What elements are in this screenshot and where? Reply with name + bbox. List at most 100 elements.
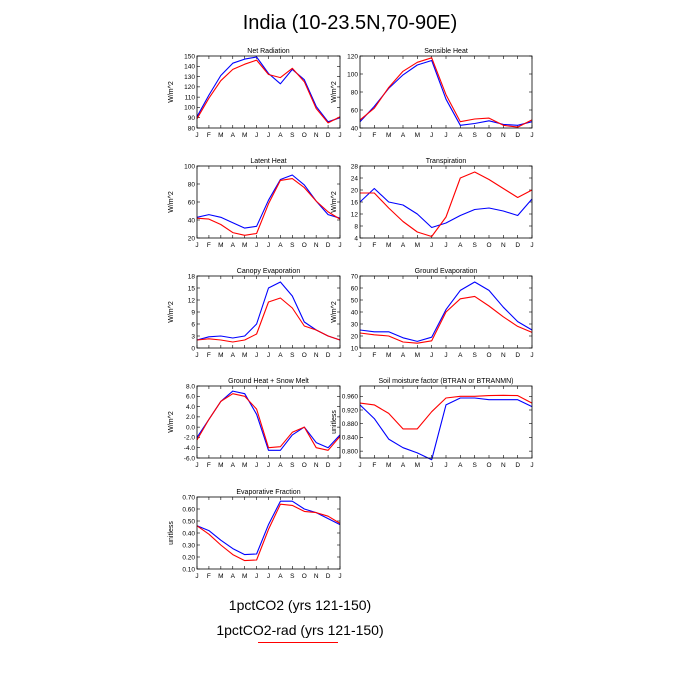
x-tick-label: N	[314, 352, 319, 359]
x-tick-label: A	[458, 132, 463, 139]
x-tick-label: J	[358, 352, 361, 359]
y-axis-label: unitless	[168, 521, 175, 545]
x-tick-label: J	[430, 462, 433, 469]
x-tick-label: N	[501, 242, 506, 249]
x-tick-label: D	[326, 462, 331, 469]
x-tick-label: J	[358, 132, 361, 139]
chart-panel-2: Sensible Heat W/m^2 40 60 80 100 120 J F M A M J J A S O…	[331, 48, 534, 139]
y-tick-label: 100	[184, 105, 195, 112]
y-tick-label: 40	[351, 125, 359, 132]
series-line-2	[196, 393, 341, 451]
y-tick-label: 40	[188, 217, 196, 224]
x-tick-label: N	[314, 573, 319, 580]
y-tick-label: 0.920	[342, 407, 359, 414]
x-tick-label: A	[231, 132, 236, 139]
x-tick-label: J	[255, 573, 258, 580]
x-tick-label: J	[255, 242, 258, 249]
x-tick-label: J	[267, 462, 270, 469]
y-tick-label: 0.50	[182, 518, 195, 525]
x-tick-label: M	[242, 352, 247, 359]
x-tick-label: J	[444, 132, 447, 139]
y-tick-label: 6	[191, 321, 195, 328]
y-tick-label: 40	[351, 309, 359, 316]
series-line-2	[196, 178, 341, 236]
x-tick-label: A	[231, 462, 236, 469]
panel-title: Transpiration	[426, 158, 467, 165]
x-tick-label: F	[207, 132, 211, 139]
y-axis-label: W/m^2	[168, 301, 175, 323]
chart-panel-1: Net Radiation W/m^2 80 90 100 110 120 130 140 150…	[168, 48, 342, 139]
x-tick-label: J	[255, 132, 258, 139]
x-tick-label: O	[302, 352, 307, 359]
x-tick-label: J	[430, 242, 433, 249]
y-tick-label: 0	[191, 345, 195, 352]
plot-frame	[359, 55, 533, 129]
series-line-2	[196, 59, 341, 124]
x-tick-label: J	[195, 132, 198, 139]
y-tick-label: 0.60	[182, 506, 195, 513]
x-tick-label: F	[372, 242, 376, 249]
x-tick-label: O	[302, 242, 307, 249]
x-tick-label: A	[278, 573, 283, 580]
y-axis-label: unitless	[331, 410, 338, 434]
panel-title: Ground Heat + Snow Melt	[228, 378, 309, 385]
x-tick-label: D	[326, 352, 331, 359]
y-tick-label: 4.0	[186, 404, 195, 411]
x-tick-label: O	[486, 352, 491, 359]
x-tick-label: M	[218, 132, 223, 139]
x-tick-label: A	[278, 352, 283, 359]
x-tick-label: J	[255, 462, 258, 469]
x-tick-label: M	[218, 352, 223, 359]
x-tick-label: M	[218, 462, 223, 469]
x-tick-label: J	[195, 242, 198, 249]
y-axis-label: W/m^2	[331, 81, 338, 103]
x-tick-label: M	[218, 242, 223, 249]
x-tick-label: A	[278, 242, 283, 249]
x-tick-label: A	[231, 352, 236, 359]
y-tick-label: 80	[188, 125, 196, 132]
x-tick-label: D	[515, 352, 520, 359]
y-tick-label: 2.0	[186, 414, 195, 421]
x-tick-label: J	[267, 132, 270, 139]
x-tick-label: A	[458, 462, 463, 469]
chart-panel-8: Soil moisture factor (BTRAN or BTRANMN) u…	[331, 378, 534, 469]
y-tick-label: 24	[351, 175, 359, 182]
y-tick-label: 10	[351, 345, 359, 352]
x-tick-label: J	[338, 242, 341, 249]
y-tick-label: 0.10	[182, 566, 195, 573]
x-tick-label: N	[314, 132, 319, 139]
x-tick-label: A	[278, 462, 283, 469]
x-tick-label: S	[290, 242, 295, 249]
y-tick-label: 0.20	[182, 554, 195, 561]
x-tick-label: F	[207, 462, 211, 469]
y-tick-label: 70	[351, 273, 359, 280]
panel-title: Evaporative Fraction	[236, 489, 300, 496]
series-line-2	[359, 57, 533, 128]
x-tick-label: J	[267, 352, 270, 359]
y-tick-label: -2.0	[184, 435, 196, 442]
y-tick-label: 90	[188, 115, 196, 122]
chart-panel-9: Evaporative Fraction unitless 0.10 0.20 0.30…	[168, 489, 342, 580]
x-tick-label: A	[458, 242, 463, 249]
y-axis-label: W/m^2	[331, 301, 338, 323]
y-tick-label: 18	[188, 273, 196, 280]
x-tick-label: M	[242, 462, 247, 469]
x-tick-label: N	[501, 462, 506, 469]
x-tick-label: F	[372, 462, 376, 469]
x-tick-label: F	[372, 352, 376, 359]
y-tick-label: 3	[191, 333, 195, 340]
x-tick-label: A	[401, 242, 406, 249]
x-tick-label: J	[358, 462, 361, 469]
y-tick-label: 140	[184, 64, 195, 71]
y-tick-label: 30	[351, 321, 359, 328]
x-tick-label: M	[386, 242, 391, 249]
y-tick-label: 0.840	[342, 435, 359, 442]
y-tick-label: 80	[188, 181, 196, 188]
y-tick-label: 130	[184, 74, 195, 81]
x-tick-label: M	[386, 132, 391, 139]
x-tick-label: F	[372, 132, 376, 139]
x-tick-label: S	[290, 132, 295, 139]
y-tick-label: 15	[188, 285, 196, 292]
